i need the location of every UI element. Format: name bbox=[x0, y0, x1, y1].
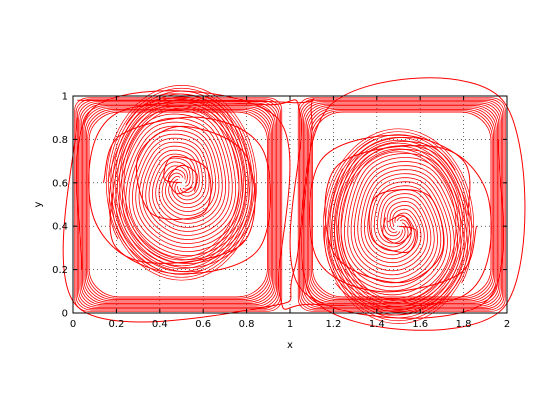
x-axis-label: x bbox=[287, 340, 293, 351]
boundary-band bbox=[312, 111, 492, 298]
x-tick-label: 1.6 bbox=[412, 319, 428, 330]
x-tick-label: 1 bbox=[287, 319, 293, 330]
tick-labels: 0 0.2 0.4 0.6 0.8 1 1.2 1.4 1.6 1.8 2 0 0.2 0.4 0.6 0.8… bbox=[52, 92, 510, 331]
x-tick-label: 1.2 bbox=[325, 319, 341, 330]
tick-marks bbox=[72, 95, 508, 314]
boundary-band bbox=[84, 107, 272, 302]
trajectory-line bbox=[382, 214, 413, 245]
y-tick-label: 0.6 bbox=[52, 178, 68, 189]
vortex-spiral bbox=[111, 109, 233, 271]
vortex-loop bbox=[331, 139, 466, 313]
vortex-loop bbox=[108, 87, 255, 278]
vortex-spiral bbox=[327, 168, 455, 304]
trajectory-line bbox=[62, 77, 526, 331]
boundary-band bbox=[301, 101, 502, 308]
boundary-band bbox=[309, 109, 494, 300]
x-tick-label: 1.8 bbox=[456, 319, 472, 330]
boundary-band bbox=[82, 105, 275, 304]
vortex-loop bbox=[333, 142, 464, 310]
trajectory-line bbox=[167, 164, 198, 195]
boundary-band bbox=[74, 97, 283, 312]
boundary-band bbox=[78, 101, 279, 308]
y-axis-label: y bbox=[33, 201, 44, 207]
boundary-band bbox=[308, 107, 496, 302]
y-tick-label: 1 bbox=[62, 92, 68, 103]
x-tick-label: 0.2 bbox=[108, 319, 124, 330]
x-tick-label: 0.4 bbox=[152, 319, 168, 330]
trajectory-line bbox=[88, 99, 504, 319]
trajectory-line bbox=[308, 134, 478, 293]
vortex-loop bbox=[112, 93, 251, 272]
trajectory-line bbox=[102, 116, 272, 275]
boundary-band bbox=[75, 98, 281, 311]
y-tick-label: 0.4 bbox=[52, 222, 68, 233]
x-tick-label: 0 bbox=[70, 319, 76, 330]
boundary-band bbox=[88, 111, 268, 298]
boundary-band bbox=[306, 106, 497, 303]
boundary-band bbox=[87, 110, 270, 299]
vortex-loop bbox=[325, 131, 472, 322]
vortex-loop bbox=[322, 128, 475, 324]
boundary-band bbox=[304, 103, 500, 306]
x-tick-label: 1.4 bbox=[369, 319, 385, 330]
x-tick-label: 0.6 bbox=[195, 319, 211, 330]
x-tick-label: 2 bbox=[504, 319, 510, 330]
boundary-band bbox=[305, 105, 498, 304]
boundary-band bbox=[299, 98, 505, 311]
vortex-loop bbox=[116, 99, 247, 267]
vortex-spiral bbox=[340, 144, 473, 288]
x-tick-label: 0.8 bbox=[239, 319, 255, 330]
vortex-spiral bbox=[131, 93, 247, 253]
boundary-band bbox=[83, 106, 274, 303]
boundary-band bbox=[303, 102, 501, 307]
vortex-spiral bbox=[334, 161, 462, 312]
y-tick-label: 0 bbox=[62, 309, 68, 320]
vortex-spiral bbox=[333, 136, 448, 296]
boundary-band bbox=[80, 103, 276, 306]
y-tick-label: 0.2 bbox=[52, 265, 68, 276]
vortex-spiral bbox=[125, 125, 253, 261]
vortex-loop bbox=[114, 96, 249, 270]
vortex-layer bbox=[74, 85, 506, 324]
trajectory-line bbox=[76, 90, 492, 310]
boundary-band bbox=[310, 110, 493, 299]
y-tick-label: 0.8 bbox=[52, 135, 68, 146]
vortex-loop bbox=[329, 137, 468, 316]
vortex-spiral bbox=[343, 148, 472, 284]
boundary-band bbox=[297, 97, 506, 312]
vortex-loop bbox=[105, 85, 258, 281]
trace-layer bbox=[62, 77, 526, 331]
vortex-spiral bbox=[107, 101, 240, 244]
vortex-spiral bbox=[118, 117, 245, 269]
